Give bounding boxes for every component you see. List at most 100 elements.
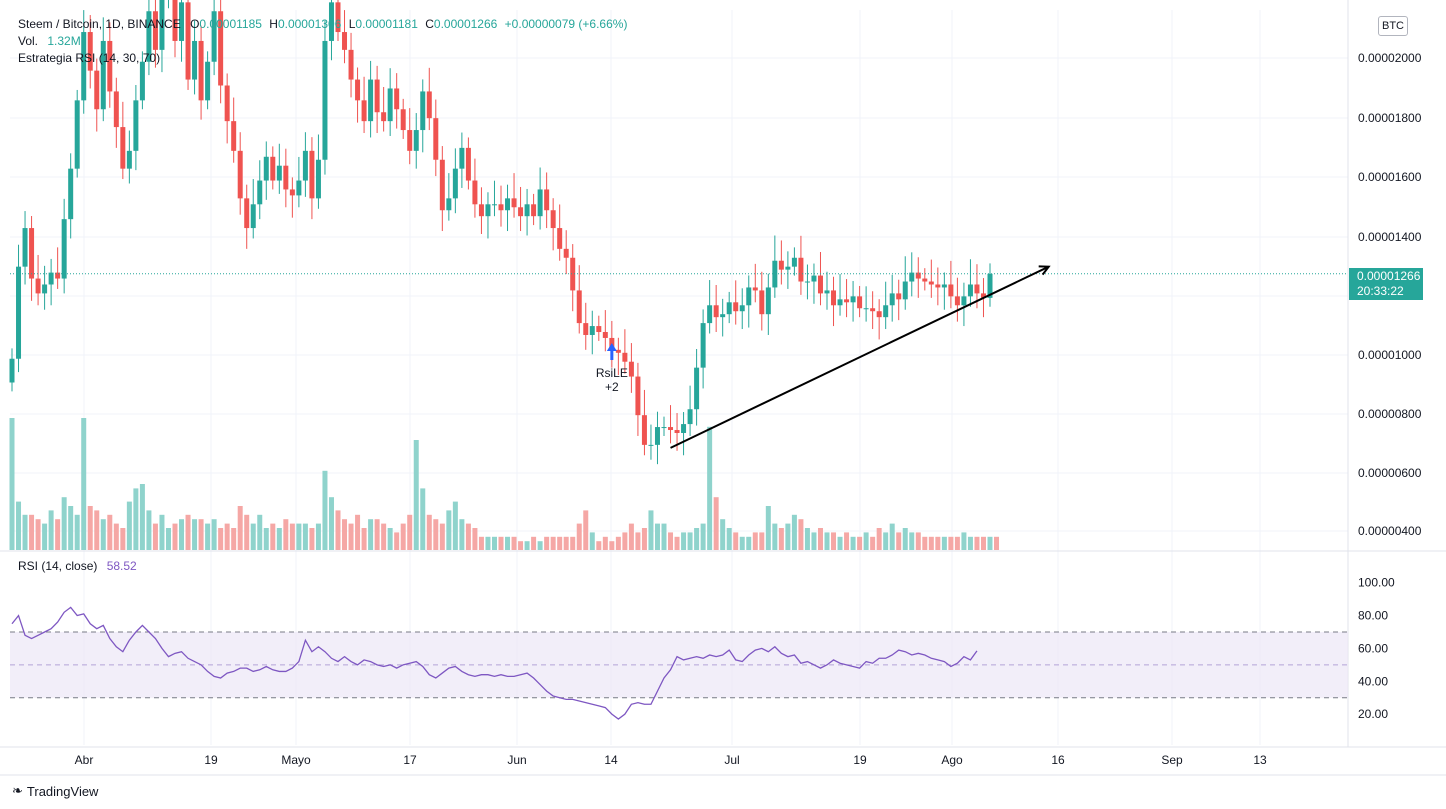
volume-bar <box>270 523 276 550</box>
volume-bar <box>94 510 100 550</box>
volume-bar <box>974 536 980 550</box>
candle <box>791 257 797 267</box>
candle <box>726 302 732 315</box>
signal-label: RsiLE <box>596 366 628 380</box>
volume-bar <box>589 532 595 550</box>
candle <box>55 272 61 279</box>
candle <box>954 296 960 306</box>
volume-bar <box>342 519 348 550</box>
volume-label: Vol. <box>18 34 39 48</box>
volume-bar <box>146 510 152 550</box>
candle <box>348 49 354 80</box>
volume-bar <box>120 528 126 550</box>
volume-bar <box>394 532 400 550</box>
volume-bar <box>863 532 869 550</box>
candle <box>615 349 621 353</box>
candle <box>550 210 556 229</box>
candle <box>700 323 706 368</box>
volume-bar <box>355 514 361 550</box>
candle <box>589 326 595 335</box>
volume-bar <box>752 532 758 550</box>
volume-bar <box>948 536 954 550</box>
candle <box>804 281 810 283</box>
candle <box>602 332 608 338</box>
volume-bar <box>596 541 602 550</box>
volume-bar <box>909 532 915 550</box>
rsi-label: RSI (14, close) <box>18 559 98 573</box>
candle <box>752 287 758 291</box>
volume-bar <box>733 532 739 550</box>
candle <box>987 273 993 298</box>
volume-bar <box>817 528 823 550</box>
legend-o-label: O <box>190 17 200 31</box>
volume-bar <box>707 426 713 550</box>
volume-bar <box>844 532 850 550</box>
volume-bar <box>172 523 178 550</box>
candle <box>557 228 563 249</box>
volume-bar <box>511 536 517 550</box>
volume-bar <box>524 541 530 550</box>
candle <box>537 189 543 217</box>
price-axis-label: 0.00001000 <box>1358 348 1422 362</box>
volume-bar <box>550 536 556 550</box>
volume-bar <box>407 514 413 550</box>
volume-bar <box>9 418 15 550</box>
candle <box>465 147 471 181</box>
volume-bar <box>570 536 576 550</box>
candle <box>824 290 830 294</box>
candle <box>687 409 693 425</box>
candle <box>596 326 602 333</box>
candle <box>368 79 374 122</box>
rsi-axis-label: 40.00 <box>1358 674 1388 688</box>
candle <box>720 314 726 318</box>
candle <box>778 260 784 270</box>
candle <box>798 257 804 282</box>
volume-bar <box>648 510 654 550</box>
legend-close: 0.00001266 <box>433 17 498 31</box>
legend-symbol: Steem / Bitcoin, 1D, BINANCE <box>18 17 181 31</box>
volume-bar <box>400 523 406 550</box>
candle <box>896 293 902 300</box>
candle <box>29 228 35 279</box>
candle <box>811 275 817 282</box>
volume-bar <box>687 532 693 550</box>
volume-bar <box>831 532 837 550</box>
volume-bar <box>713 497 719 550</box>
tradingview-logo[interactable]: ❧ TradingView <box>12 783 98 799</box>
candle <box>276 165 282 181</box>
volume-bar <box>381 523 387 550</box>
candle <box>439 159 445 211</box>
volume-bar <box>322 470 328 550</box>
volume-bar <box>133 488 139 550</box>
volume-bar <box>100 519 106 550</box>
time-axis-label: 13 <box>1253 753 1267 767</box>
price-axis-label: 0.00000600 <box>1358 466 1422 480</box>
volume-bar <box>22 514 28 550</box>
candle <box>224 85 230 122</box>
volume-bar <box>211 519 217 550</box>
volume-bar <box>257 514 263 550</box>
legend-change: +0.00000079 (+6.66%) <box>504 17 628 31</box>
candle <box>739 305 745 312</box>
candle <box>831 290 837 306</box>
volume-bar <box>465 523 471 550</box>
last-price-tag: 0.00001266 20:33:22 <box>1349 268 1423 300</box>
candle <box>498 204 504 211</box>
volume-bar <box>883 532 889 550</box>
volume-bar <box>661 523 667 550</box>
candle <box>785 266 791 270</box>
time-axis-label: 19 <box>853 753 867 767</box>
volume-bar <box>922 536 928 550</box>
legend-strategy: Estrategia RSI (14, 30, 70) <box>18 50 160 66</box>
candle <box>837 299 843 306</box>
candle <box>68 168 74 220</box>
volume-bar <box>622 532 628 550</box>
currency-button[interactable]: BTC <box>1378 16 1408 36</box>
candle <box>211 11 217 62</box>
trendline <box>670 265 1050 449</box>
candle <box>746 287 752 306</box>
volume-bar <box>791 514 797 550</box>
volume-bar <box>811 532 817 550</box>
time-axis-label: Sep <box>1161 753 1183 767</box>
